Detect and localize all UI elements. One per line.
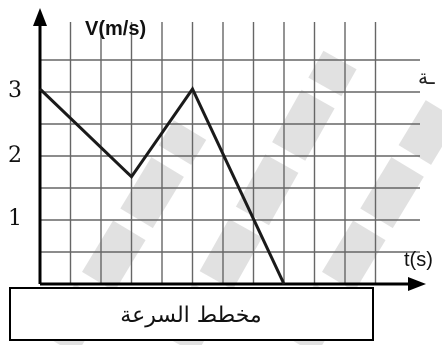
speed-series-line: [38, 86, 286, 285]
y-tick-label-3: 3: [8, 78, 22, 103]
x-axis-label: t(s): [404, 249, 433, 271]
y-axis-label: V(m/s): [85, 18, 146, 40]
y-tick-label-2: 2: [8, 143, 22, 168]
cropped-text-fragment: ـة: [418, 65, 436, 89]
x-axis-arrow: [408, 277, 426, 291]
y-tick-label-1: 1: [8, 206, 22, 231]
caption-box: [9, 287, 374, 341]
y-axis-arrow: [33, 8, 47, 26]
chart-grid: [40, 22, 420, 284]
chart-caption: مخطط السرعة: [120, 303, 261, 328]
